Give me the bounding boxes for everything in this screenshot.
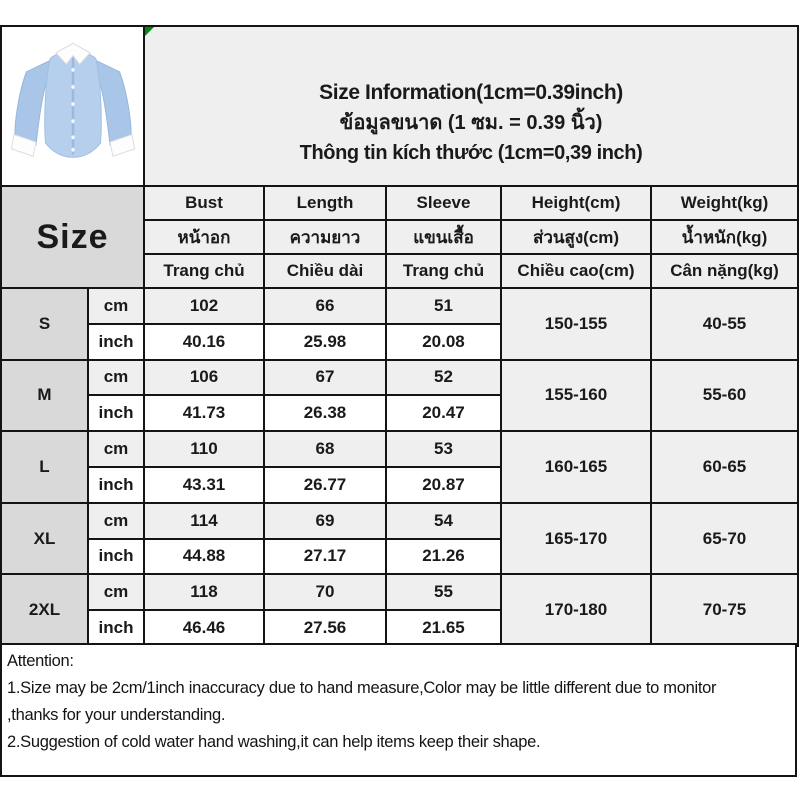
col-header-weight-th: น้ำหนัก(kg): [649, 219, 800, 255]
size-info-title-cell: Size Information(1cm=0.39inch) ข้อมูลขนา…: [142, 25, 800, 187]
size-column-header: Size: [0, 185, 145, 289]
bust-inch-value: 41.73: [143, 394, 265, 433]
col-header-sleeve-vn: Trang chủ: [385, 253, 502, 289]
attention-line-1: 1.Size may be 2cm/1inch inaccuracy due t…: [7, 679, 717, 697]
attention-line-1-cont: ,thanks for your understanding.: [7, 706, 226, 724]
length-inch-value: 26.38: [263, 394, 387, 433]
height-range-value: 170-180: [500, 573, 652, 647]
length-inch-value: 26.77: [263, 465, 387, 504]
weight-range-value: 40-55: [649, 287, 800, 361]
bust-inch-value: 46.46: [143, 609, 265, 647]
col-header-sleeve-th: แขนเสื้อ: [385, 219, 502, 255]
length-inch-value: 25.98: [263, 322, 387, 361]
bust-cm-value: 102: [143, 287, 265, 325]
attention-heading: Attention:: [7, 652, 74, 670]
length-cm-value: 70: [263, 573, 387, 612]
height-range-value: 155-160: [500, 358, 652, 433]
weight-range-value: 60-65: [649, 430, 800, 504]
unit-cell: inch: [87, 537, 145, 576]
height-range-value: 150-155: [500, 287, 652, 361]
shirt-illustration: [10, 42, 135, 158]
col-header-height-th: ส่วนสูง(cm): [500, 219, 652, 255]
bust-cm-value: 110: [143, 430, 265, 468]
length-inch-value: 27.56: [263, 609, 387, 647]
sleeve-inch-value: 20.87: [385, 465, 502, 504]
sleeve-inch-value: 20.08: [385, 322, 502, 361]
unit-cell: inch: [87, 394, 145, 433]
bust-inch-value: 44.88: [143, 537, 265, 576]
sleeve-cm-value: 55: [385, 573, 502, 612]
length-cm-value: 69: [263, 501, 387, 540]
col-header-sleeve-en: Sleeve: [385, 185, 502, 221]
unit-cell: cm: [87, 430, 145, 468]
length-cm-value: 66: [263, 287, 387, 325]
sleeve-cm-value: 54: [385, 501, 502, 540]
unit-cell: inch: [87, 322, 145, 361]
size-label: L: [0, 430, 89, 504]
height-range-value: 165-170: [500, 501, 652, 576]
unit-cell: inch: [87, 465, 145, 504]
col-header-bust-th: หน้าอก: [143, 219, 265, 255]
length-cm-value: 68: [263, 430, 387, 468]
col-header-length-en: Length: [263, 185, 387, 221]
length-inch-value: 27.17: [263, 537, 387, 576]
col-header-length-vn: Chiều dài: [263, 253, 387, 289]
product-photo-cell: [0, 25, 145, 187]
cell-corner-marker-icon: [146, 28, 154, 36]
title-vietnamese: Thông tin kích thước (1cm=0,39 inch): [299, 141, 643, 164]
unit-cell: cm: [87, 287, 145, 325]
col-header-weight-vn: Cân nặng(kg): [649, 253, 800, 289]
sleeve-cm-value: 52: [385, 358, 502, 397]
unit-cell: cm: [87, 501, 145, 540]
size-label: M: [0, 358, 89, 433]
bust-cm-value: 114: [143, 501, 265, 540]
sleeve-inch-value: 21.65: [385, 609, 502, 647]
product-shirt-image: [3, 30, 142, 182]
title-english: Size Information(1cm=0.39inch): [319, 80, 623, 104]
sleeve-cm-value: 53: [385, 430, 502, 468]
unit-cell: cm: [87, 573, 145, 612]
sleeve-cm-value: 51: [385, 287, 502, 325]
col-header-height-vn: Chiều cao(cm): [500, 253, 652, 289]
bust-inch-value: 40.16: [143, 322, 265, 361]
col-header-bust-en: Bust: [143, 185, 265, 221]
title-thai: ข้อมูลขนาด (1 ซม. = 0.39 นิ้ว): [339, 111, 603, 134]
height-range-value: 160-165: [500, 430, 652, 504]
unit-cell: cm: [87, 358, 145, 397]
weight-range-value: 55-60: [649, 358, 800, 433]
sleeve-inch-value: 21.26: [385, 537, 502, 576]
length-cm-value: 67: [263, 358, 387, 397]
size-label: 2XL: [0, 573, 89, 647]
sleeve-inch-value: 20.47: [385, 394, 502, 433]
col-header-bust-vn: Trang chủ: [143, 253, 265, 289]
size-label: XL: [0, 501, 89, 576]
col-header-height-en: Height(cm): [500, 185, 652, 221]
attention-line-2: 2.Suggestion of cold water hand washing,…: [7, 733, 541, 751]
weight-range-value: 70-75: [649, 573, 800, 647]
size-label: S: [0, 287, 89, 361]
bust-cm-value: 118: [143, 573, 265, 612]
bust-cm-value: 106: [143, 358, 265, 397]
col-header-length-th: ความยาว: [263, 219, 387, 255]
col-header-weight-en: Weight(kg): [649, 185, 800, 221]
weight-range-value: 65-70: [649, 501, 800, 576]
bust-inch-value: 43.31: [143, 465, 265, 504]
unit-cell: inch: [87, 609, 145, 647]
attention-note-box: Attention: 1.Size may be 2cm/1inch inacc…: [0, 643, 797, 777]
size-chart-table: Size Information(1cm=0.39inch) ข้อมูลขนา…: [0, 25, 800, 647]
